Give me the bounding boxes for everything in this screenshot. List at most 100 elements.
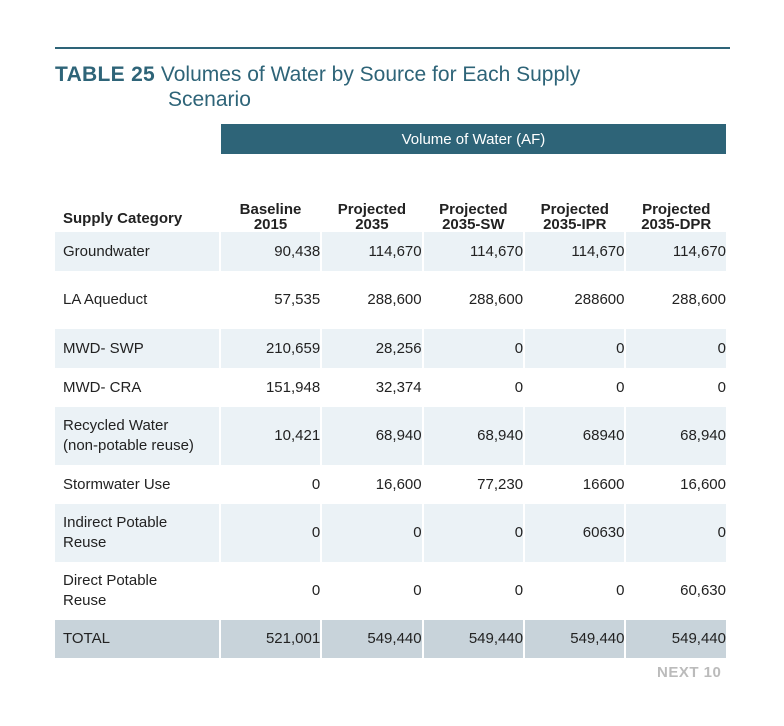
total-value: 521,001	[220, 620, 321, 658]
cell-value: 114,670	[322, 232, 422, 271]
row-category: Recycled Water (non-potable reuse)	[55, 407, 219, 465]
top-rule	[55, 47, 730, 49]
cell-value: 288,600	[671, 291, 726, 308]
column-header-line1: Projected	[642, 201, 711, 218]
cell-value: 0	[626, 504, 726, 562]
cell-value: 0	[220, 504, 321, 562]
row-category: Stormwater Use	[55, 465, 219, 504]
table-title-text-line1: Volumes of Water by Source for Each Supp…	[160, 63, 581, 86]
cell-value: 114,670	[626, 232, 726, 271]
row-category-line: Groundwater	[63, 242, 150, 260]
table-row: MWD- SWP 210,659 28,256 0 0 0	[55, 329, 726, 368]
column-header-line1: Baseline	[239, 201, 302, 218]
row-category: LA Aqueduct	[55, 271, 219, 329]
row-category-line: MWD- CRA	[63, 378, 142, 396]
cell-value: 16600	[582, 475, 625, 493]
row-category-line: (non-potable reuse)	[63, 437, 194, 454]
column-header-row: Supply Category Baseline 2015 Projected 20…	[55, 154, 726, 232]
cell-value: 114,670	[423, 232, 524, 271]
cell-value: 57,535	[274, 291, 321, 308]
total-label: TOTAL	[55, 620, 219, 658]
column-header-projected-2035: Projected 2035	[322, 154, 421, 232]
table-row: Direct Potable Reuse 0 0 0 0 60,630	[55, 562, 726, 620]
cell-value: 0	[311, 475, 321, 493]
total-row: TOTAL 521,001 549,440 549,440 549,440 54…	[55, 620, 726, 658]
group-header-blank	[55, 124, 219, 154]
group-header: Volume of Water (AF)	[220, 124, 726, 154]
column-header-line2: 2035-IPR	[543, 216, 607, 233]
cell-value: 0	[311, 582, 321, 599]
cell-value: 68,940	[423, 407, 524, 465]
row-category: MWD- CRA	[55, 368, 219, 407]
cell-value: 90,438	[220, 232, 321, 271]
column-header-projected-2035-dpr: Projected 2035-DPR	[626, 154, 726, 232]
cell-value: 114,670	[525, 232, 625, 271]
column-header-line2: 2035	[355, 216, 389, 233]
column-header-line1: Projected	[540, 201, 609, 218]
table-title-text-line2: Scenario	[168, 88, 251, 111]
row-category-line: MWD- SWP	[63, 339, 144, 357]
table-body: Groundwater 90,438 114,670 114,670 114,6…	[55, 232, 726, 658]
table-row: Stormwater Use 0 16,600 77,230 16600 16,…	[55, 465, 726, 504]
column-header-line2: 2035-DPR	[641, 216, 712, 233]
row-category: Indirect Potable Reuse	[55, 504, 219, 562]
row-category-line: Reuse	[63, 592, 107, 609]
row-category: MWD- SWP	[55, 329, 219, 368]
group-header-row: Volume of Water (AF)	[55, 124, 726, 154]
cell-value: 210,659	[220, 329, 321, 368]
cell-value: 0	[514, 582, 524, 599]
cell-value: 288600	[574, 291, 625, 308]
column-header-line2: 2035-SW	[442, 216, 505, 233]
table-title: TABLE 25 Volumes of Water by Source for …	[55, 62, 715, 112]
cell-value: 32,374	[375, 378, 422, 396]
table-number: TABLE 25	[55, 63, 156, 86]
total-value: 549,440	[322, 620, 422, 658]
column-header-line1: Projected	[337, 201, 407, 218]
cell-value: 0	[525, 329, 625, 368]
cell-value: 288,600	[468, 291, 524, 308]
row-category: Groundwater	[55, 232, 219, 271]
cell-value: 288,600	[367, 291, 422, 308]
column-header-label: Supply Category	[63, 210, 183, 227]
data-table: Volume of Water (AF) Supply Category Bas…	[53, 124, 728, 658]
cell-value: 0	[616, 582, 625, 599]
table-row: LA Aqueduct 57,535 288,600 288,600 28860…	[55, 271, 726, 329]
total-value: 549,440	[525, 620, 625, 658]
cell-value: 0	[423, 504, 524, 562]
table-row: MWD- CRA 151,948 32,374 0 0 0	[55, 368, 726, 407]
row-category-line: Reuse	[63, 534, 107, 551]
footer-brand: NEXT 10	[657, 664, 722, 681]
total-value: 549,440	[423, 620, 524, 658]
column-header-baseline-2015: Baseline 2015	[221, 154, 320, 232]
cell-value: 77,230	[477, 475, 524, 493]
row-category-line: Stormwater Use	[63, 475, 171, 493]
cell-value: 0	[423, 329, 524, 368]
cell-value: 151,948	[265, 378, 321, 396]
column-header-category: Supply Category	[55, 154, 219, 232]
cell-value: 0	[514, 378, 524, 396]
cell-value: 60630	[525, 504, 625, 562]
cell-value: 10,421	[220, 407, 321, 465]
cell-value: 68,940	[322, 407, 422, 465]
table-row: Recycled Water (non-potable reuse) 10,421…	[55, 407, 726, 465]
cell-value: 68,940	[626, 407, 726, 465]
cell-value: 16,600	[680, 475, 726, 493]
total-value: 549,440	[626, 620, 726, 658]
column-header-line1: Projected	[439, 201, 508, 218]
table-row: Groundwater 90,438 114,670 114,670 114,6…	[55, 232, 726, 271]
cell-value: 0	[413, 582, 422, 599]
cell-value: 0	[717, 378, 726, 396]
row-category-line: LA Aqueduct	[63, 291, 148, 308]
table-row: Indirect Potable Reuse 0 0 0 60630 0	[55, 504, 726, 562]
cell-value: 0	[626, 329, 726, 368]
column-header-projected-2035-sw: Projected 2035-SW	[424, 154, 523, 232]
column-header-projected-2035-ipr: Projected 2035-IPR	[525, 154, 624, 232]
cell-value: 60,630	[680, 582, 726, 599]
cell-value: 16,600	[375, 475, 422, 493]
cell-value: 0	[616, 378, 625, 396]
row-category-line: Indirect Potable	[63, 514, 168, 531]
row-category-line: Direct Potable	[63, 572, 158, 589]
row-category-line: Recycled Water	[63, 417, 169, 434]
row-category: Direct Potable Reuse	[55, 562, 219, 620]
column-header-line2: 2015	[253, 216, 288, 233]
